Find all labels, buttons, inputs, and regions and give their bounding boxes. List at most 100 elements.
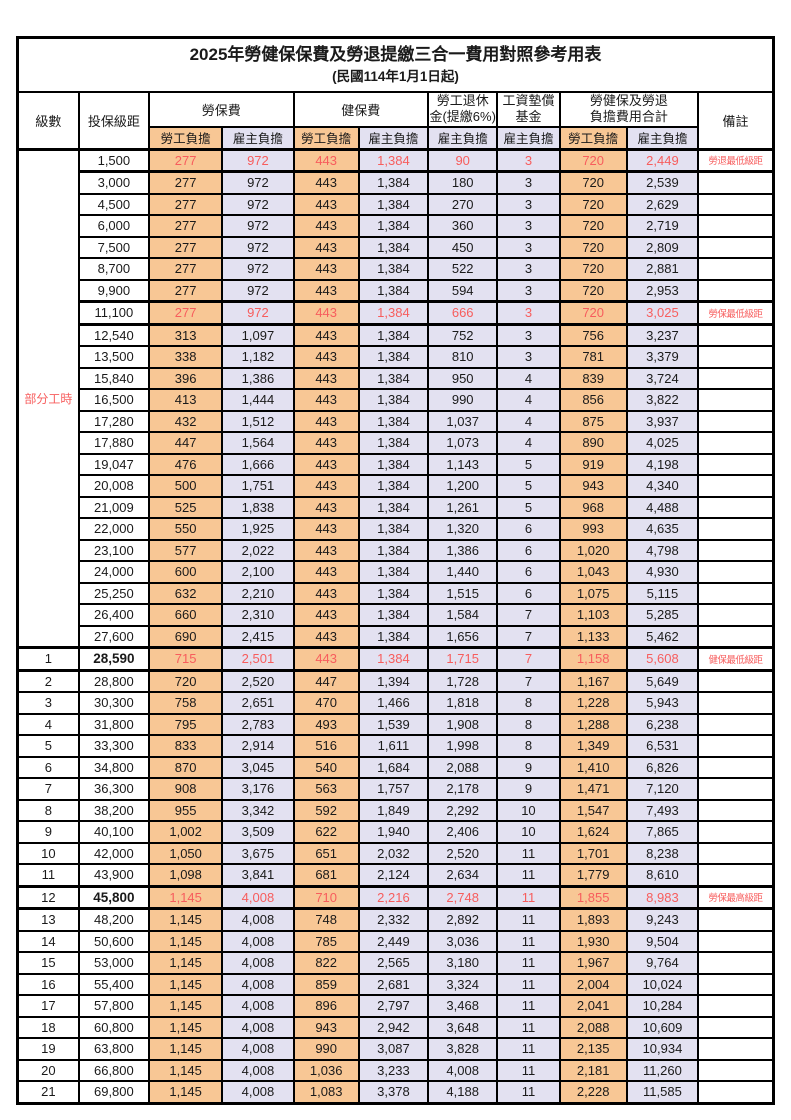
value-cell: 3,841 bbox=[221, 863, 295, 888]
value-cell: 3,025 bbox=[625, 300, 700, 326]
value-cell: 972 bbox=[221, 235, 295, 260]
value-cell: 1,384 bbox=[357, 214, 430, 238]
table-row: 9 40,100 1,002 3,509 622 1,940 2,406 10 1,624 7,8… bbox=[16, 820, 775, 844]
value-cell: 4,008 bbox=[221, 1058, 295, 1083]
value-cell: 3,045 bbox=[221, 755, 295, 780]
remark-cell bbox=[697, 798, 775, 823]
value-cell: 1,855 bbox=[558, 884, 628, 911]
value-cell: 1,145 bbox=[147, 884, 224, 911]
value-cell: 1,384 bbox=[357, 517, 430, 541]
value-cell: 1,440 bbox=[427, 560, 499, 584]
value-cell: 4,008 bbox=[427, 1058, 499, 1083]
bracket-cell: 23,100 bbox=[77, 538, 151, 563]
value-cell: 443 bbox=[292, 366, 360, 391]
value-cell: 525 bbox=[147, 495, 224, 520]
value-cell: 1,384 bbox=[357, 560, 430, 584]
value-cell: 4,008 bbox=[221, 884, 295, 911]
value-cell: 681 bbox=[292, 863, 360, 888]
value-cell: 470 bbox=[292, 691, 360, 715]
value-cell: 2,310 bbox=[221, 603, 295, 627]
value-cell: 443 bbox=[292, 560, 360, 584]
value-cell: 3,237 bbox=[625, 323, 700, 348]
value-cell: 890 bbox=[558, 431, 628, 455]
level-cell: 13 bbox=[16, 907, 80, 932]
value-cell: 1,384 bbox=[357, 495, 430, 520]
value-cell: 752 bbox=[427, 323, 499, 348]
value-cell: 313 bbox=[147, 323, 224, 348]
value-cell: 1,384 bbox=[357, 624, 430, 649]
table-row: 21,009 525 1,838 443 1,384 1,261 5 968 4,488 bbox=[18, 495, 775, 520]
value-cell: 2,041 bbox=[558, 994, 628, 1018]
value-cell: 4,008 bbox=[221, 929, 295, 954]
table-row: 11,100 277 972 443 1,384 666 3 720 3,025 勞保最低級距 bbox=[18, 300, 775, 326]
value-cell: 6,826 bbox=[625, 755, 700, 780]
bracket-cell: 55,400 bbox=[77, 972, 151, 997]
value-cell: 720 bbox=[558, 214, 628, 238]
value-cell: 720 bbox=[558, 235, 628, 260]
table-row: 3,000 277 972 443 1,384 180 3 720 2,539 bbox=[18, 170, 775, 195]
value-cell: 2,004 bbox=[558, 972, 628, 997]
value-cell: 1,384 bbox=[357, 388, 430, 412]
remark-cell: 勞退最低級距 bbox=[697, 147, 775, 174]
value-cell: 1,083 bbox=[292, 1080, 360, 1105]
bracket-cell: 69,800 bbox=[77, 1080, 151, 1105]
bracket-cell: 15,840 bbox=[77, 366, 151, 391]
value-cell: 443 bbox=[292, 257, 360, 281]
level-cell: 18 bbox=[16, 1015, 80, 1040]
value-cell: 443 bbox=[292, 431, 360, 455]
value-cell: 11 bbox=[496, 863, 561, 888]
table-row: 2 28,800 720 2,520 447 1,394 1,728 7 1,167 5,649 bbox=[16, 669, 775, 694]
value-cell: 1,097 bbox=[221, 323, 295, 348]
page-title: 2025年勞健保保費及勞退提繳三合一費用對照參考用表 bbox=[189, 45, 602, 64]
remark-cell bbox=[697, 581, 775, 606]
value-cell: 577 bbox=[147, 538, 224, 563]
value-cell: 11 bbox=[496, 1080, 561, 1105]
table-row: 7,500 277 972 443 1,384 450 3 720 2,809 bbox=[18, 235, 775, 260]
value-cell: 2,088 bbox=[427, 755, 499, 780]
value-cell: 3,828 bbox=[427, 1037, 499, 1061]
remark-cell bbox=[697, 1080, 775, 1105]
table-row: 17,880 447 1,564 443 1,384 1,073 4 890 4,025 bbox=[18, 431, 775, 455]
value-cell: 10 bbox=[496, 798, 561, 823]
level-cell: 4 bbox=[16, 712, 80, 737]
table-row: 1 28,590 715 2,501 443 1,384 1,715 7 1,158 5,608 健… bbox=[16, 646, 775, 672]
remark-cell bbox=[697, 624, 775, 649]
value-cell: 5 bbox=[496, 495, 561, 520]
value-cell: 822 bbox=[292, 951, 360, 975]
value-cell: 4,008 bbox=[221, 907, 295, 932]
level-cell: 6 bbox=[16, 755, 80, 780]
value-cell: 9,243 bbox=[625, 907, 700, 932]
value-cell: 450 bbox=[427, 235, 499, 260]
value-cell: 8 bbox=[496, 734, 561, 758]
value-cell: 1,073 bbox=[427, 431, 499, 455]
value-cell: 7,120 bbox=[625, 777, 700, 801]
value-cell: 632 bbox=[147, 581, 224, 606]
value-cell: 1,751 bbox=[221, 474, 295, 498]
value-cell: 432 bbox=[147, 409, 224, 434]
value-cell: 2,332 bbox=[357, 907, 430, 932]
value-cell: 2,809 bbox=[625, 235, 700, 260]
value-cell: 3,648 bbox=[427, 1015, 499, 1040]
value-cell: 1,611 bbox=[357, 734, 430, 758]
value-cell: 443 bbox=[292, 452, 360, 477]
value-cell: 972 bbox=[221, 192, 295, 217]
value-cell: 1,728 bbox=[427, 669, 499, 694]
value-cell: 5,649 bbox=[625, 669, 700, 694]
remark-cell bbox=[697, 538, 775, 563]
remark-cell bbox=[697, 907, 775, 932]
value-cell: 4,198 bbox=[625, 452, 700, 477]
value-cell: 1,515 bbox=[427, 581, 499, 606]
title-row: 2025年勞健保保費及勞退提繳三合一費用對照參考用表 (民國114年1月1日起) bbox=[16, 36, 775, 94]
value-cell: 2,124 bbox=[357, 863, 430, 888]
value-cell: 443 bbox=[292, 646, 360, 672]
remark-cell bbox=[697, 388, 775, 412]
value-cell: 5,285 bbox=[625, 603, 700, 627]
value-cell: 563 bbox=[292, 777, 360, 801]
value-cell: 1,701 bbox=[558, 841, 628, 866]
value-cell: 6 bbox=[496, 560, 561, 584]
bracket-cell: 48,200 bbox=[77, 907, 151, 932]
value-cell: 1,384 bbox=[357, 431, 430, 455]
value-cell: 1,818 bbox=[427, 691, 499, 715]
value-cell: 443 bbox=[292, 624, 360, 649]
value-cell: 594 bbox=[427, 278, 499, 303]
